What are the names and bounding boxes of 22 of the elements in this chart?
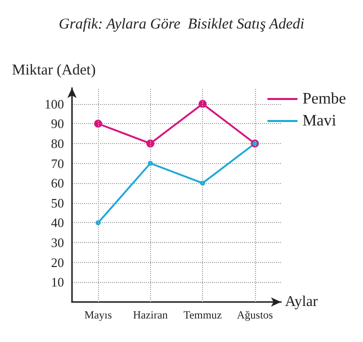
y-tick-label: 100 [44,96,64,112]
chart-title: Grafik: Aylara Göre Bisiklet Satış Adedi [58,16,304,32]
y-axis-title: Miktar (Adet) [12,62,96,78]
legend-label: Mavi [302,112,337,130]
x-tick-label: Haziran [132,310,168,322]
y-tick-label: 40 [51,215,64,230]
y-tick-label: 90 [51,116,64,132]
y-tick-label: 30 [51,235,64,250]
point [146,139,154,148]
x-tick-label: Ağustos [236,310,273,322]
y-tick-label: 80 [51,136,64,151]
x-tick-label: Mayıs [84,310,112,322]
point [198,100,207,108]
y-tick-label: 70 [51,156,64,171]
x-tick-label: Temmuz [183,310,222,322]
legend-label: Pembe [302,90,346,108]
point [94,120,102,128]
x-axis-title: Aylar [285,294,318,310]
y-tick-label: 60 [51,176,64,191]
y-tick-label: 50 [51,195,64,210]
y-tick-label: 10 [51,274,64,290]
y-tick-label: 20 [51,254,64,270]
